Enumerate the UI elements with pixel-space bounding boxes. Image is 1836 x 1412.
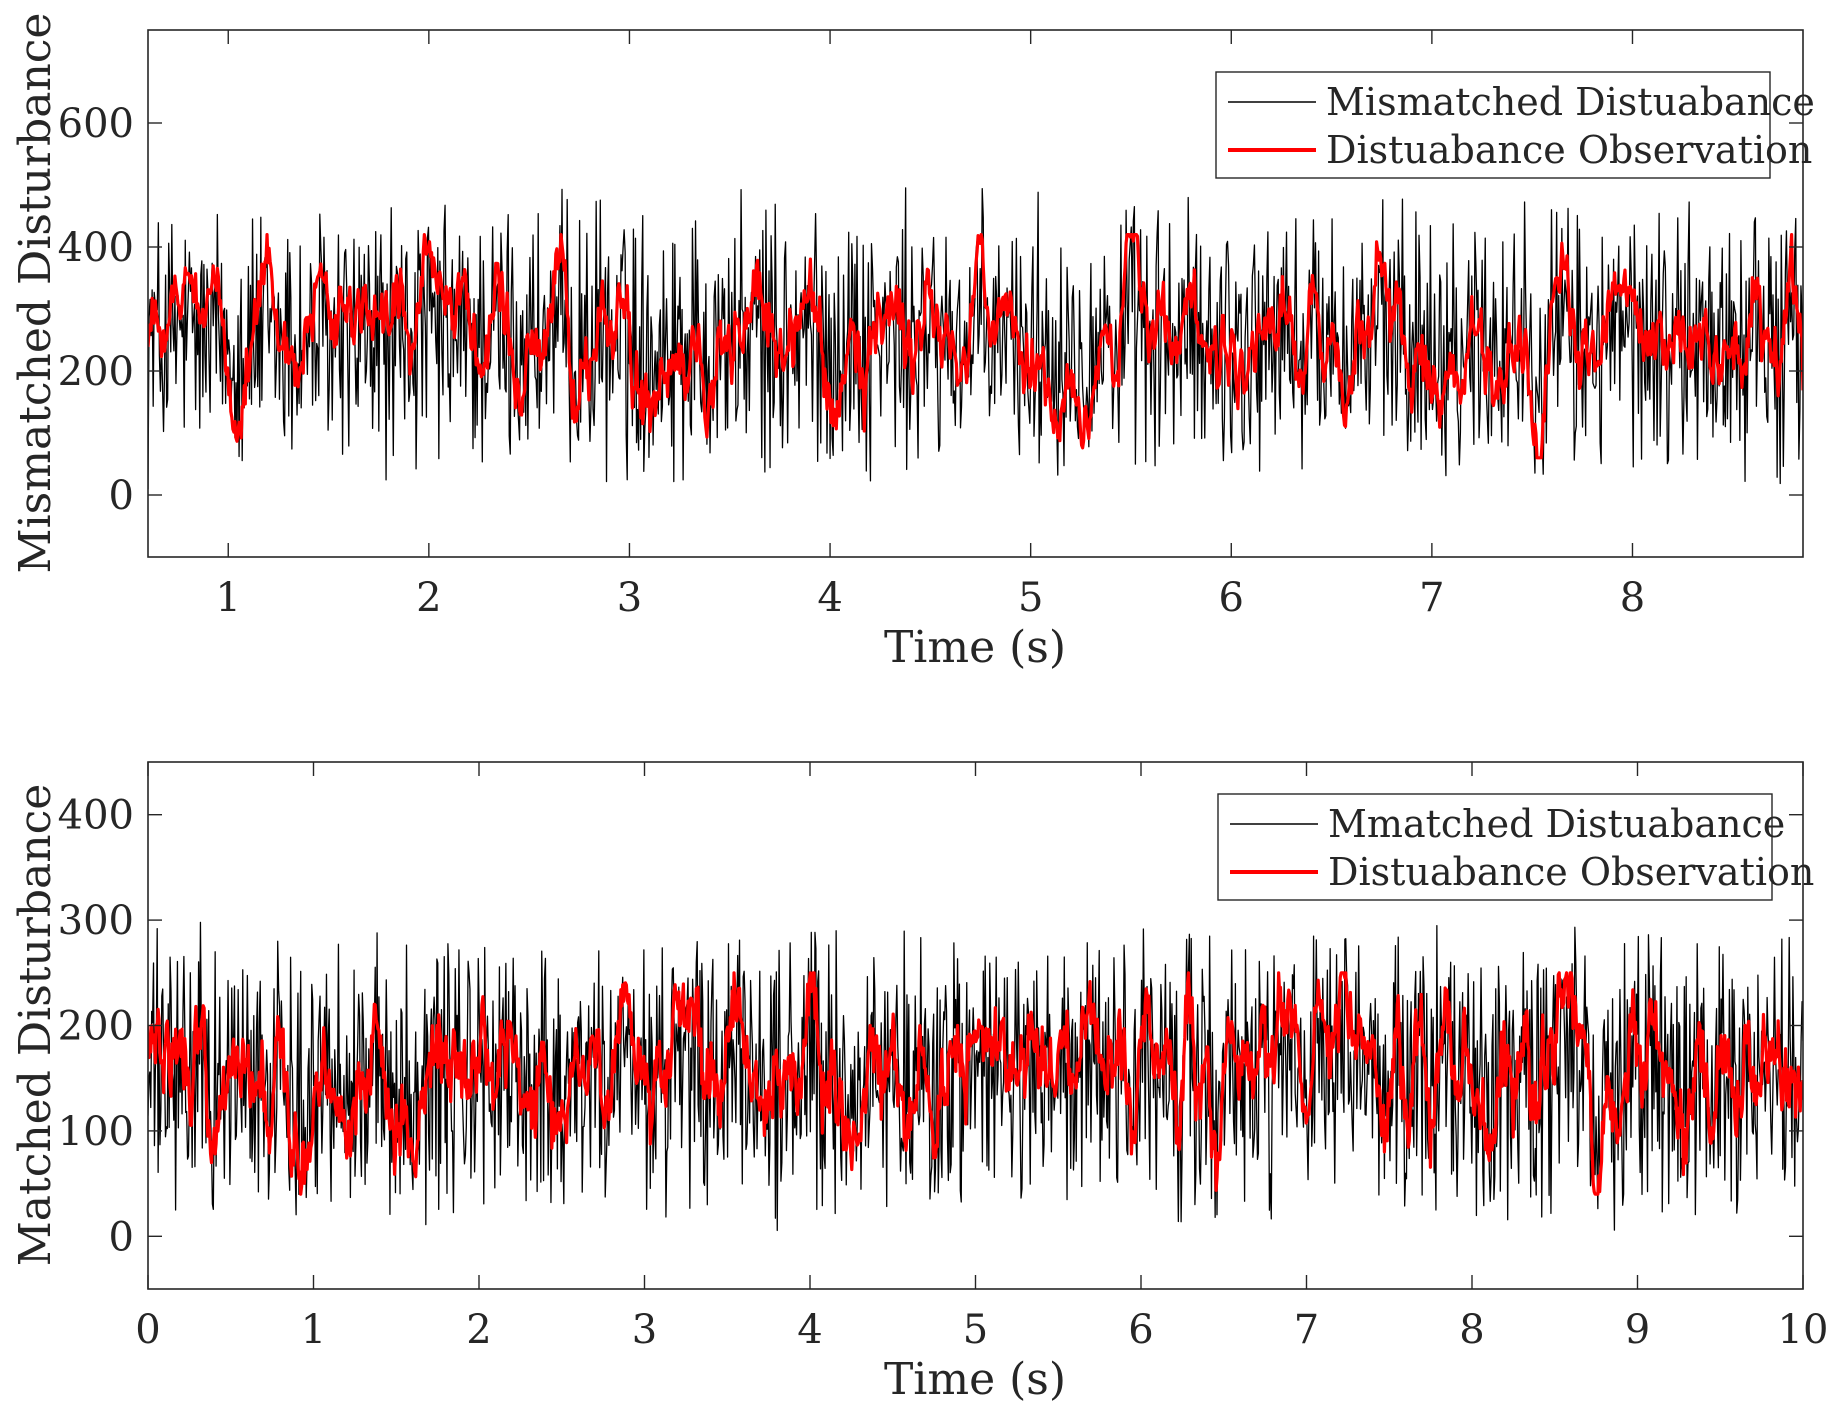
series-line-observation — [148, 233, 1803, 460]
x-tick-label: 2 — [416, 575, 441, 621]
x-tick-label: 3 — [617, 575, 642, 621]
x-tick-label: 7 — [1294, 1307, 1319, 1353]
axes-box — [147, 29, 1804, 558]
legend: Mmatched Distuabance Distuabance Observa… — [1217, 793, 1814, 901]
legend-label-disturbance-observation: Distuabance Observation — [1328, 850, 1814, 894]
y-tick-label: 300 — [58, 898, 134, 944]
x-tick-label: 6 — [1219, 575, 1244, 621]
series-layer — [148, 187, 1803, 490]
mismatched-disturbance-plot: 1 2 3 4 5 6 7 8 0 200 400 600 Time (s) Mismatched D… — [10, 13, 1815, 673]
x-tick-label: 4 — [817, 575, 842, 621]
x-tick-label: 0 — [135, 1307, 160, 1353]
y-axis-label: Matched Disturbance — [10, 784, 61, 1267]
series-line-observation — [148, 971, 1803, 1196]
y-tick-label: 0 — [109, 1214, 134, 1260]
y-tick-label: 200 — [58, 349, 134, 395]
x-tick-label: 10 — [1778, 1307, 1829, 1353]
y-tick-label: 0 — [109, 473, 134, 519]
x-tick-label: 5 — [963, 1307, 988, 1353]
axes-box — [147, 761, 1804, 1290]
x-axis-label: Time (s) — [884, 1354, 1066, 1405]
y-tick-label: 100 — [58, 1109, 134, 1155]
x-axis-label: Time (s) — [884, 622, 1066, 673]
series-layer — [148, 921, 1803, 1232]
series-line-disturbance — [148, 921, 1803, 1232]
x-tick-label: 1 — [216, 575, 241, 621]
x-tick-label: 9 — [1625, 1307, 1650, 1353]
x-tick-label: 5 — [1018, 575, 1043, 621]
legend-label-matched-disturbance: Mmatched Distuabance — [1328, 802, 1785, 846]
x-tick-label: 4 — [797, 1307, 822, 1353]
legend: Mismatched Distuabance Distuabance Obser… — [1215, 71, 1815, 179]
x-tick-label: 6 — [1128, 1307, 1153, 1353]
x-tick-label: 2 — [466, 1307, 491, 1353]
legend-box — [1217, 793, 1773, 901]
y-tick-label: 200 — [58, 1004, 134, 1050]
legend-box — [1215, 71, 1771, 179]
x-tick-label: 7 — [1419, 575, 1444, 621]
x-tick-label: 1 — [301, 1307, 326, 1353]
legend-label-disturbance-observation: Distuabance Observation — [1326, 128, 1812, 172]
x-tick-label: 3 — [632, 1307, 657, 1353]
x-tick-label: 8 — [1459, 1307, 1484, 1353]
y-tick-label: 400 — [58, 793, 134, 839]
legend-label-mismatched-disturbance: Mismatched Distuabance — [1326, 80, 1815, 124]
y-tick-label: 400 — [58, 225, 134, 271]
y-tick-label: 600 — [58, 101, 134, 147]
ticks-layer: 1 2 3 4 5 6 7 8 0 200 400 600 — [58, 30, 1803, 621]
x-tick-label: 8 — [1620, 575, 1645, 621]
y-axis-label: Mismatched Disturbance — [10, 13, 61, 574]
